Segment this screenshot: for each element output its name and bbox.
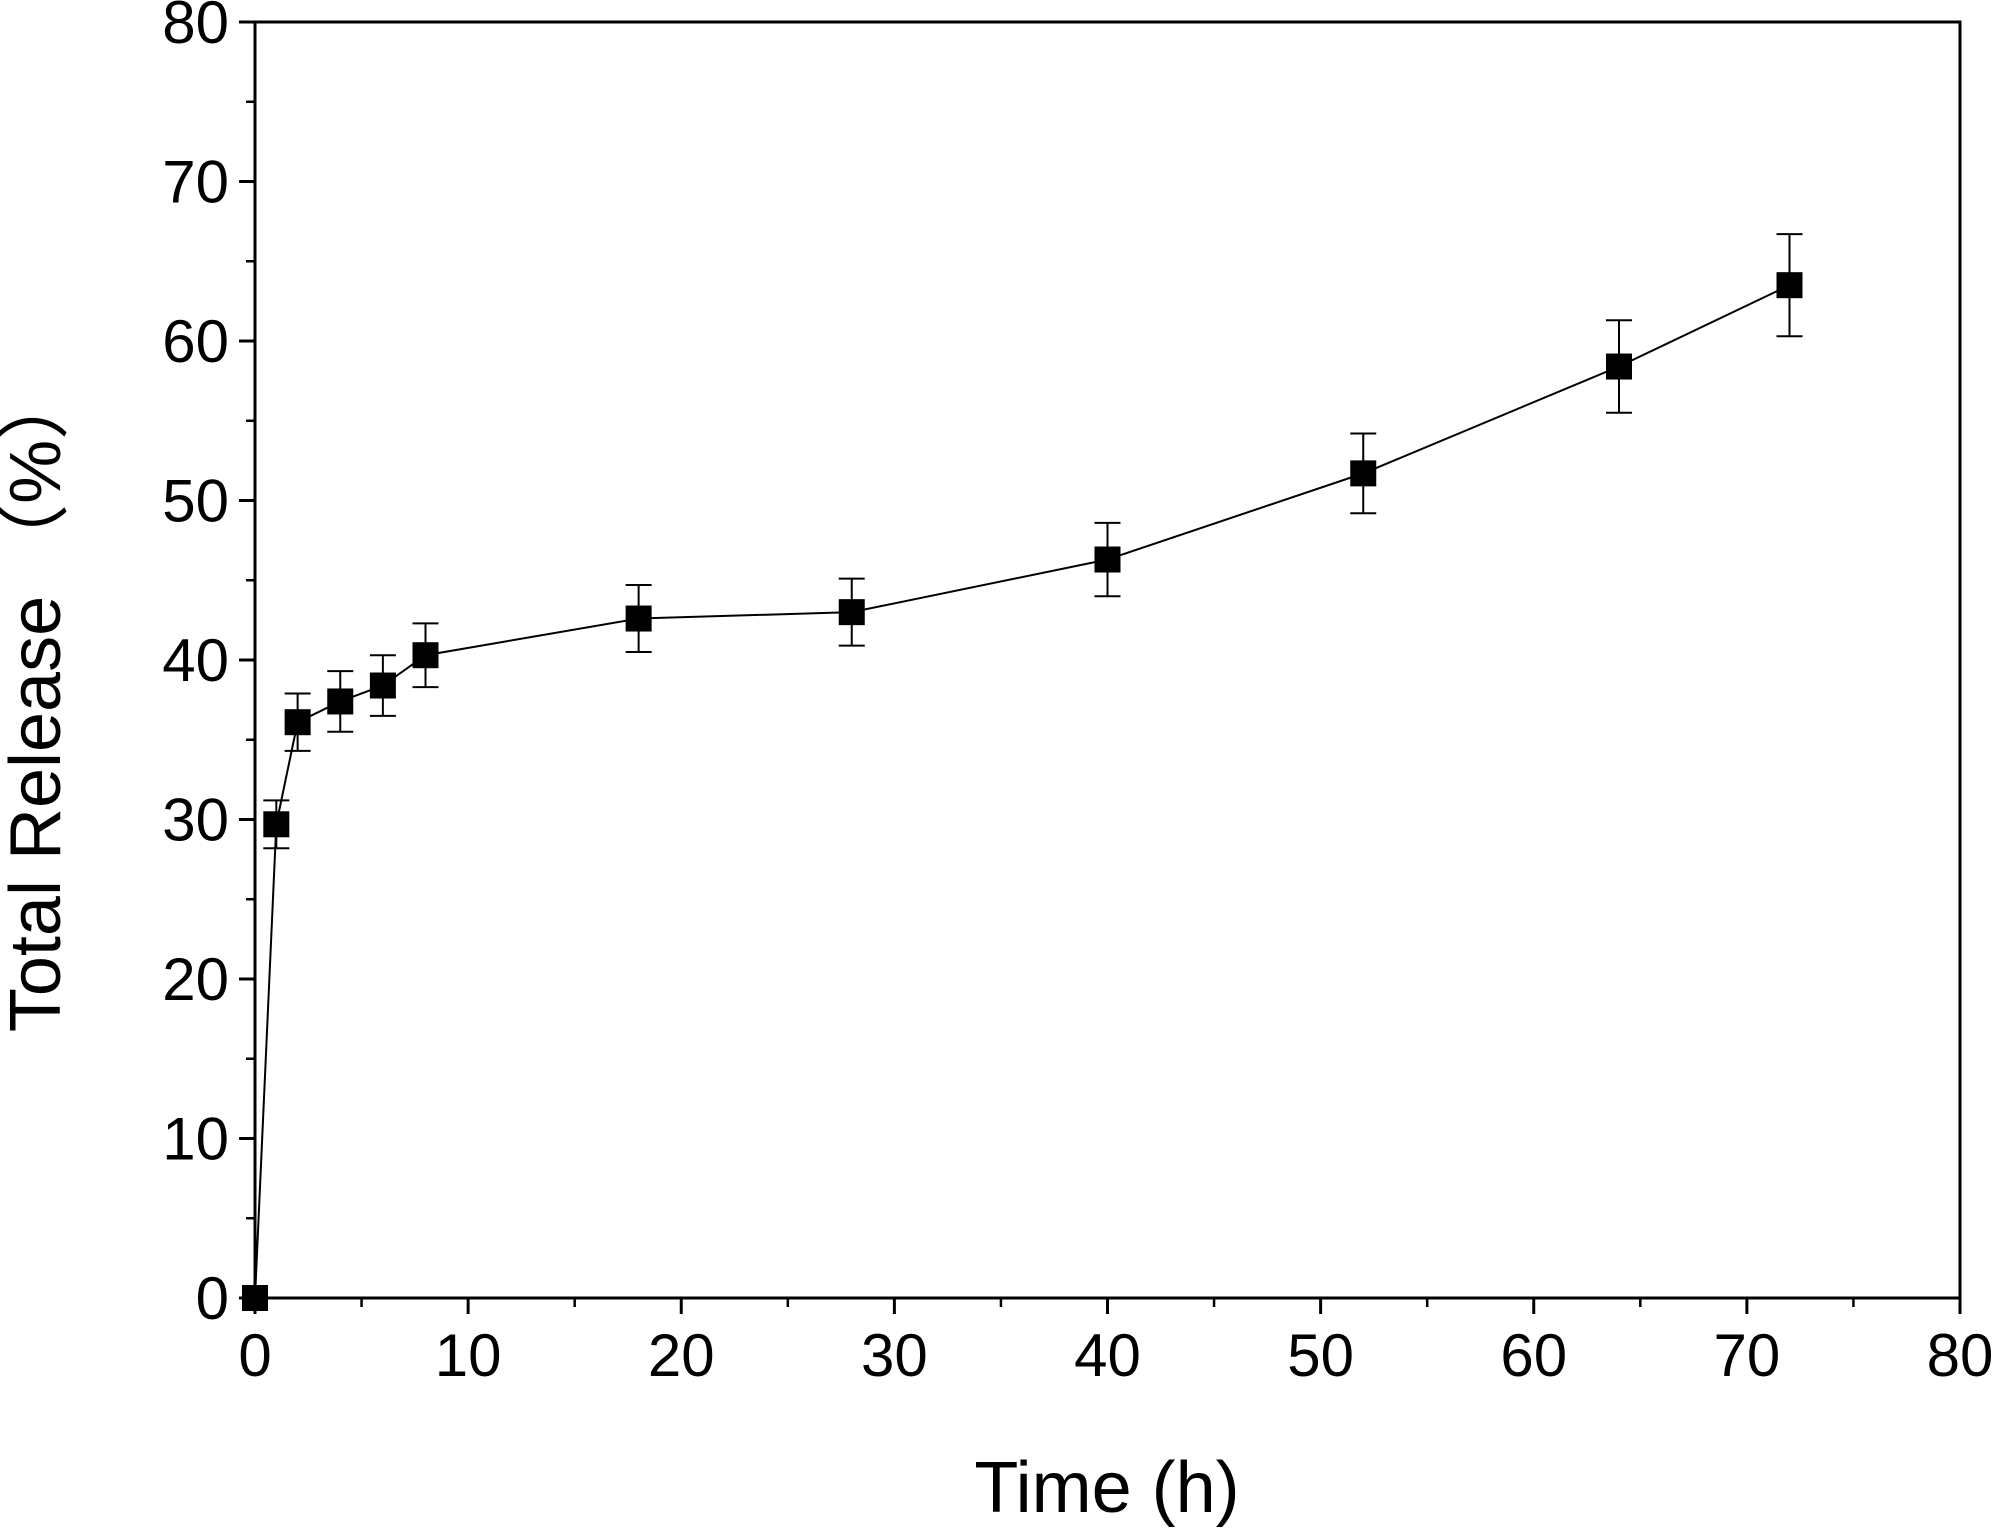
y-tick-label: 80 <box>162 0 229 56</box>
x-tick-label: 80 <box>1927 1322 1994 1389</box>
y-tick-label: 40 <box>162 627 229 694</box>
y-tick-label: 50 <box>162 468 229 535</box>
data-point-marker <box>327 688 354 715</box>
data-point-marker <box>369 672 396 699</box>
plot-frame <box>253 20 1962 1300</box>
data-point-marker <box>838 599 865 626</box>
y-tick-label: 70 <box>162 149 229 216</box>
data-point-marker <box>1606 353 1632 380</box>
y-tick-label: 10 <box>162 1106 229 1173</box>
x-tick-label: 60 <box>1500 1322 1567 1389</box>
data-point-marker <box>625 605 652 632</box>
x-tick-label: 30 <box>861 1322 928 1389</box>
y-tick-label: 0 <box>196 1265 229 1332</box>
data-point-marker <box>284 709 311 736</box>
series-line <box>254 284 1790 1299</box>
plot-area: 0 10 20 30 40 50 60 70 80 0 10 20 30 40 50 60 70 80 <box>162 0 1993 1389</box>
x-axis-title: Time (h) <box>974 1448 1239 1528</box>
x-tick-label: 70 <box>1714 1322 1781 1389</box>
data-point-marker <box>1350 460 1377 487</box>
data-point-marker <box>412 642 439 669</box>
x-tick-label: 20 <box>648 1322 715 1389</box>
data-point-marker <box>242 1285 268 1311</box>
x-tick-label: 40 <box>1074 1322 1141 1389</box>
data-point-marker <box>1776 272 1803 299</box>
x-tick-label: 0 <box>238 1322 271 1389</box>
y-tick-label: 30 <box>162 787 229 854</box>
y-tick-label: 20 <box>162 946 229 1013</box>
x-tick-label: 50 <box>1287 1322 1354 1389</box>
y-tick-label: 60 <box>162 308 229 375</box>
data-point-marker <box>1094 546 1121 573</box>
y-axis-title: Total Release （%） <box>0 368 76 1032</box>
data-point-marker <box>263 811 290 838</box>
x-tick-label: 10 <box>435 1322 502 1389</box>
